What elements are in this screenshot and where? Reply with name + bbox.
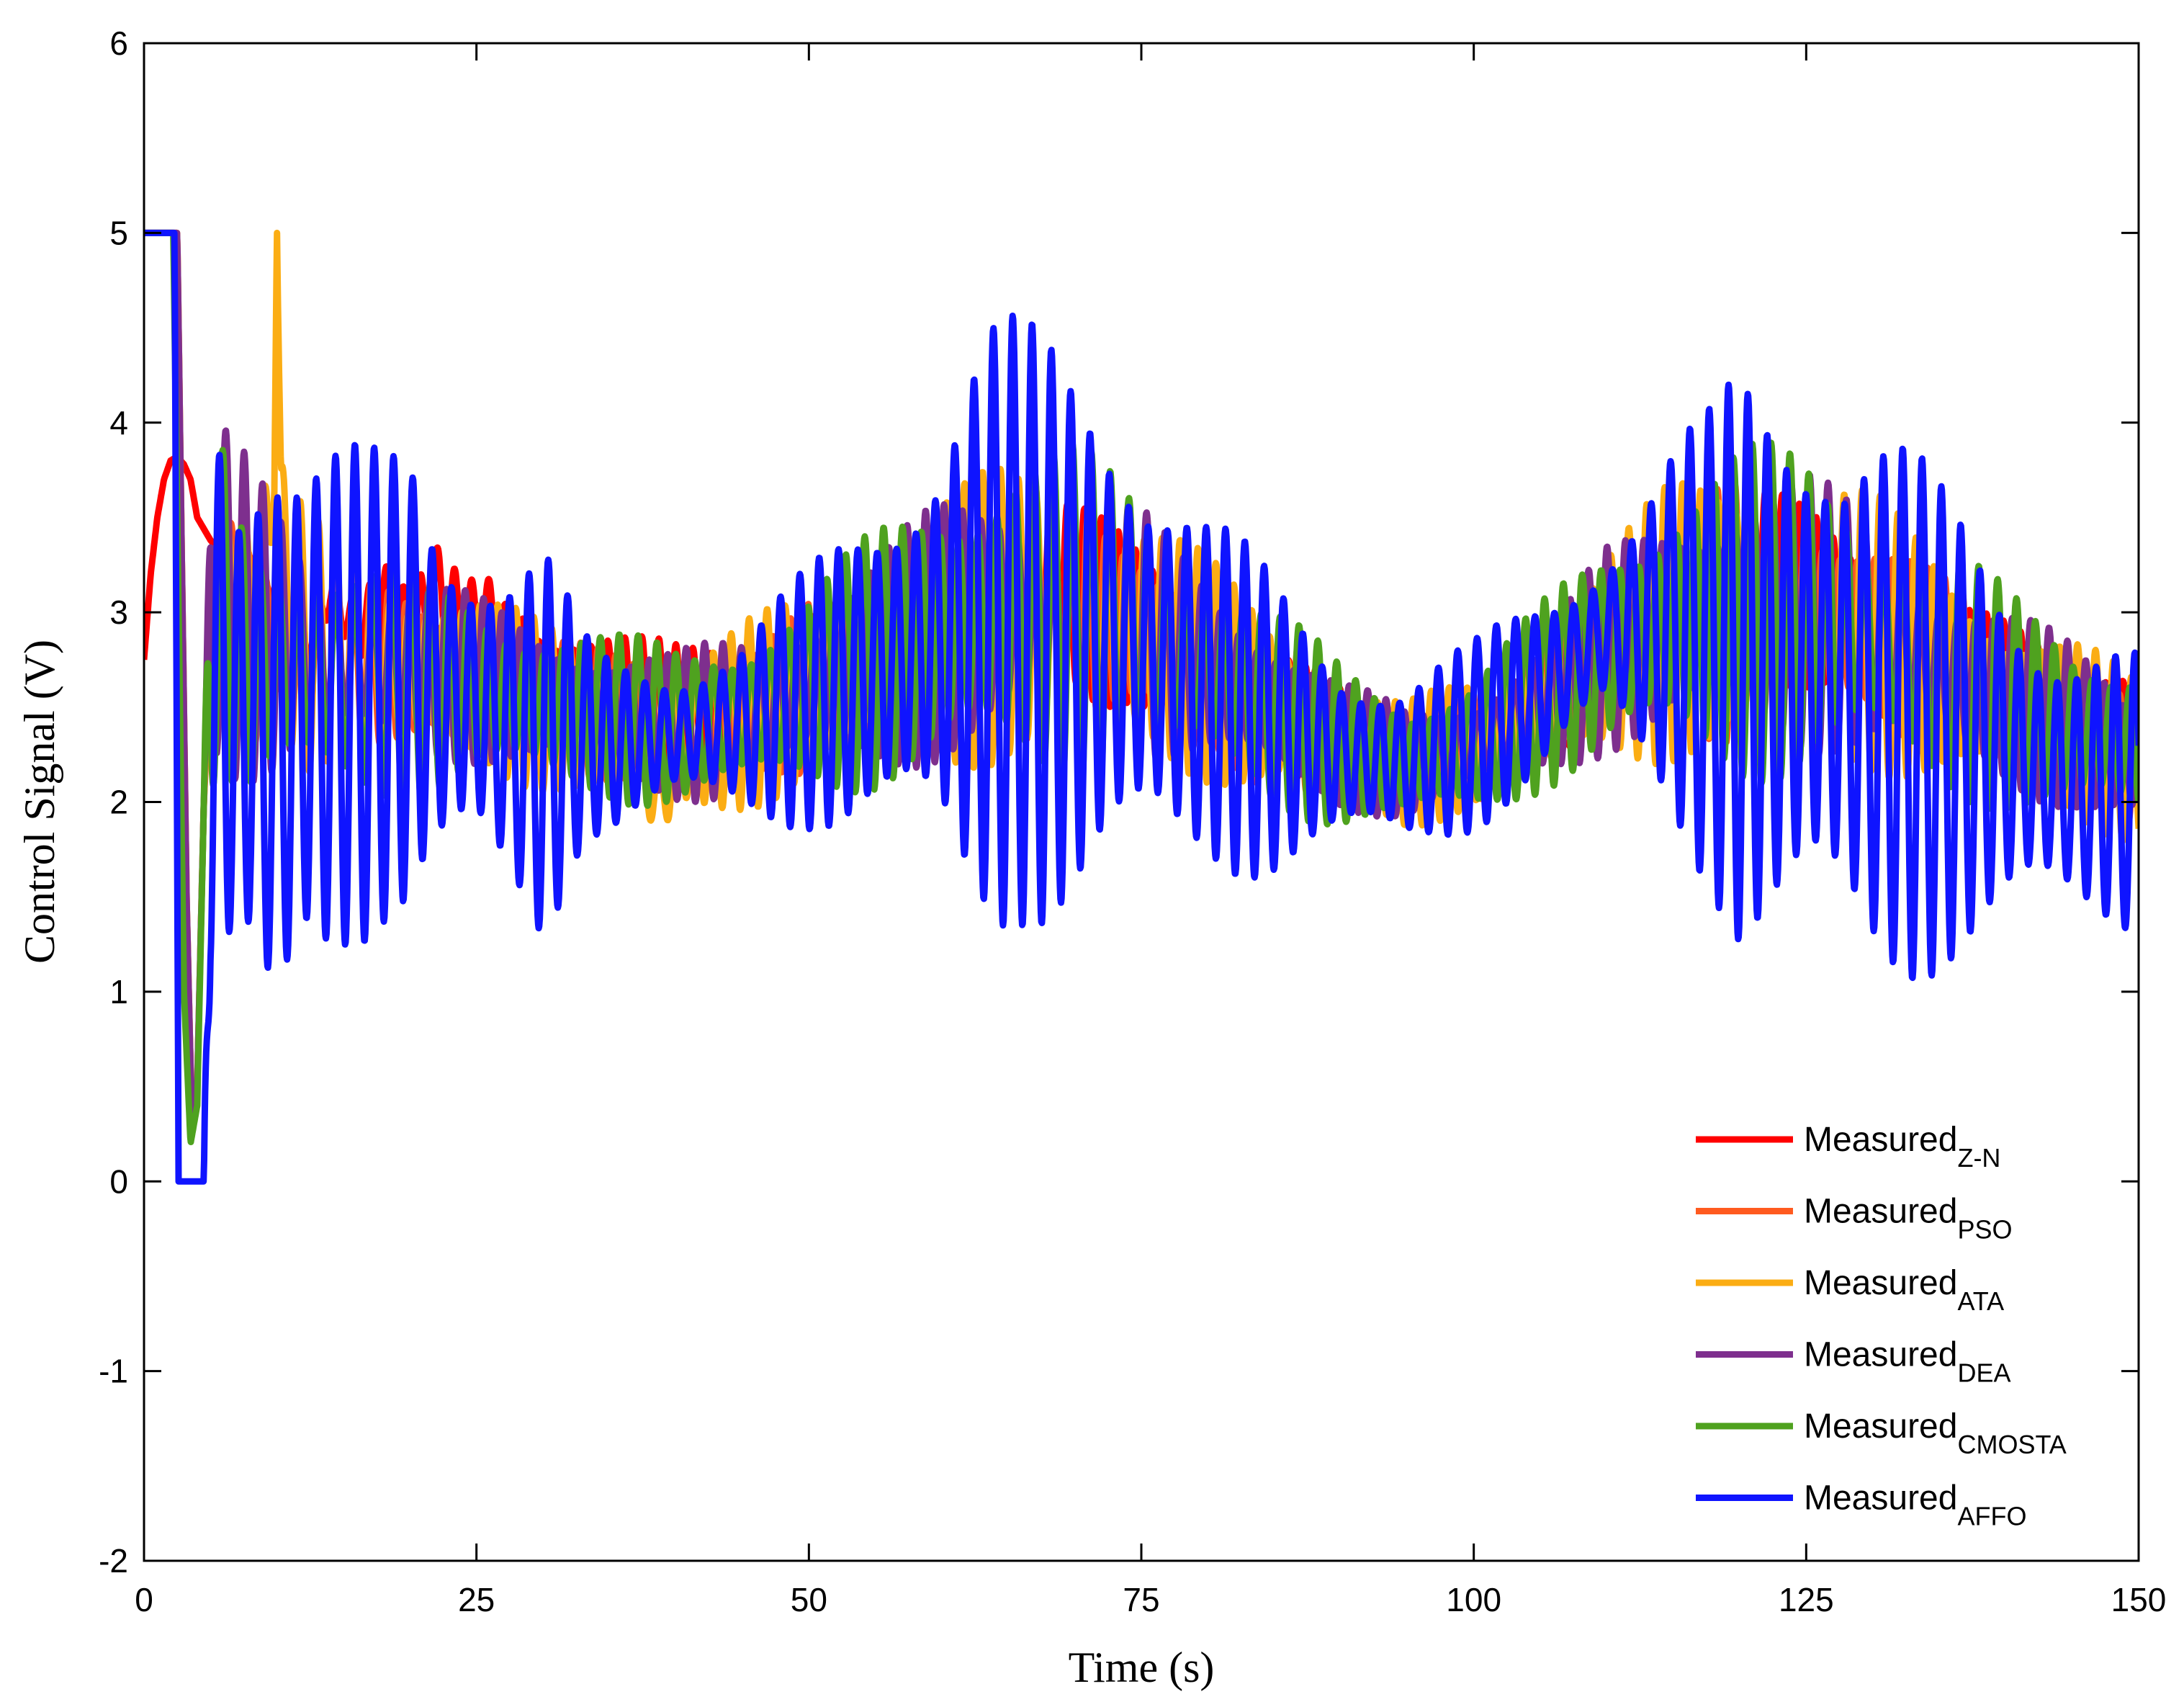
legend-label: MeasuredCMOSTA — [1804, 1407, 2067, 1459]
series-affo — [144, 229, 2139, 1185]
series-line — [144, 229, 2139, 1185]
y-tick-label: 3 — [109, 593, 128, 631]
legend-label: MeasuredDEA — [1804, 1336, 2010, 1388]
legend-label-subscript: DEA — [1957, 1358, 2010, 1388]
y-axis: -2 -1 0 1 2 3 4 5 6 — [99, 24, 2139, 1580]
legend-label-name: Measured — [1804, 1193, 1957, 1231]
x-tick-label: 125 — [1779, 1581, 1834, 1618]
legend-label-name: Measured — [1804, 1479, 1957, 1518]
x-tick-label: 75 — [1123, 1581, 1159, 1618]
y-tick-label: -1 — [99, 1353, 128, 1390]
legend-label: MeasuredZ-N — [1804, 1121, 2000, 1173]
y-tick-label: 1 — [109, 973, 128, 1011]
x-tick-label: 0 — [135, 1581, 153, 1618]
x-axis: 0 25 50 75 100 125 150 — [135, 43, 2166, 1618]
legend-label-subscript: AFFO — [1957, 1502, 2026, 1531]
x-tick-label: 100 — [1446, 1581, 1501, 1618]
y-axis-title: Control Signal (V) — [16, 640, 63, 964]
legend-label-subscript: Z-N — [1957, 1143, 2000, 1173]
legend-label-name: Measured — [1804, 1121, 1957, 1159]
legend-label-subscript: PSO — [1957, 1215, 2012, 1245]
legend-label-name: Measured — [1804, 1407, 1957, 1446]
legend-label: MeasuredPSO — [1804, 1193, 2012, 1245]
legend: MeasuredZ-NMeasuredPSOMeasuredATAMeasure… — [1696, 1121, 2067, 1531]
x-tick-label: 150 — [2111, 1581, 2167, 1618]
legend-label-subscript: ATA — [1957, 1286, 2004, 1316]
y-tick-label: 4 — [109, 404, 128, 442]
y-tick-label: 6 — [109, 24, 128, 62]
legend-label: MeasuredATA — [1804, 1264, 2004, 1316]
y-tick-label: 2 — [109, 784, 128, 821]
y-tick-label: 0 — [109, 1162, 128, 1200]
x-tick-label: 50 — [791, 1581, 827, 1618]
x-tick-label: 25 — [458, 1581, 495, 1618]
y-tick-label: 5 — [109, 214, 128, 251]
y-tick-label: -2 — [99, 1542, 128, 1580]
legend-label: MeasuredAFFO — [1804, 1479, 2026, 1531]
legend-label-subscript: CMOSTA — [1957, 1430, 2066, 1459]
plot-series-layer — [144, 229, 2139, 1185]
legend-label-name: Measured — [1804, 1264, 1957, 1302]
legend-label-name: Measured — [1804, 1336, 1957, 1374]
x-axis-title: Time (s) — [1069, 1644, 1215, 1691]
